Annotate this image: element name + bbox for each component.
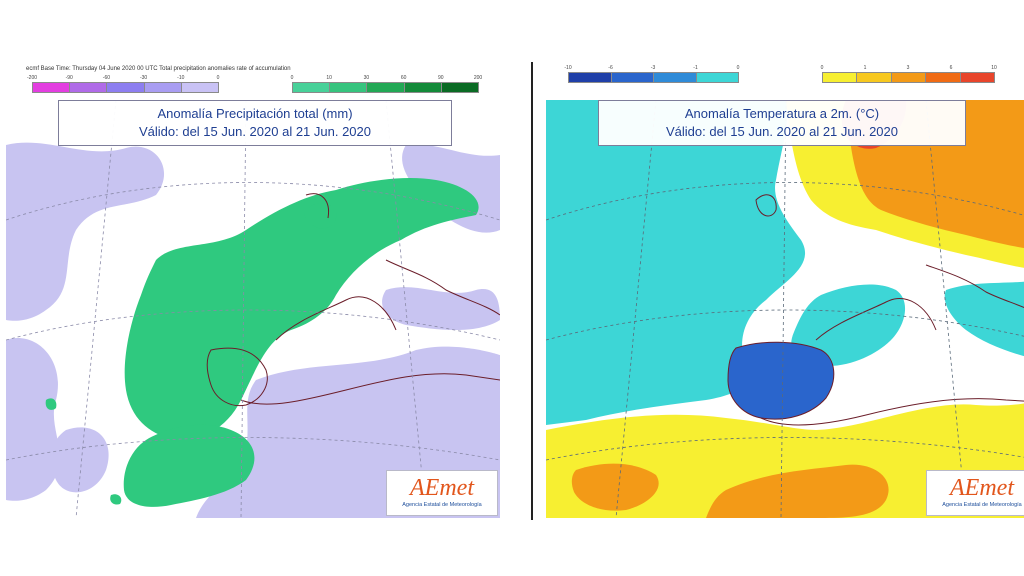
precip-positive-tick-label: 60 — [400, 75, 407, 81]
precip-negative-tick-label: 0 — [216, 75, 220, 81]
temp-warm-tick-label: 6 — [949, 65, 953, 71]
temp-warm-tick-label: 0 — [820, 65, 824, 71]
aemet-logo-right: AEmet Agencia Estatal de Meteorología — [926, 470, 1024, 516]
graticule — [6, 100, 500, 518]
precipitation-map: Anomalía Precipitación total (mm) Válido… — [6, 100, 500, 518]
precip-positive-swatch — [403, 82, 442, 93]
temp-cold-tick-label: -1 — [693, 65, 698, 71]
precip-positive-swatch — [292, 82, 331, 93]
precip-negative-swatch — [143, 82, 182, 93]
temp-cold-tick-label: -6 — [608, 65, 613, 71]
precipitation-title-box: Anomalía Precipitación total (mm) Válido… — [58, 100, 452, 146]
temperature-map-svg — [546, 100, 1024, 518]
panel-divider — [531, 62, 533, 520]
precipitation-anomaly-panel: ecmf Base Time: Thursday 04 June 2020 00… — [6, 60, 500, 520]
warm-anomaly-africa — [546, 403, 1024, 518]
precipitation-map-svg — [6, 100, 500, 518]
temp-warm-swatch — [822, 72, 858, 83]
temperature-validity: Válido: del 15 Jun. 2020 al 21 Jun. 2020 — [665, 124, 898, 139]
precip-positive-tick-label: 90 — [438, 75, 444, 81]
temp-warm-swatch — [890, 72, 927, 83]
wet-anomaly-small-1 — [45, 398, 57, 410]
colorbar-header: ecmf Base Time: Thursday 04 June 2020 00… — [26, 66, 291, 72]
precip-negative-tick-label: -30 — [139, 75, 148, 81]
dry-anomaly-atlantic — [6, 142, 165, 321]
temperature-colorbar: -10 -6 -3 -1 0 0 1 3 6 10 — [546, 60, 1024, 100]
dry-anomaly-west — [6, 338, 60, 501]
precip-positive-tick-label: 200 — [473, 75, 483, 81]
precip-positive-tick-label: 30 — [363, 75, 370, 81]
temp-cold-tick-label: -3 — [650, 65, 656, 71]
temp-warm-swatch — [856, 72, 892, 83]
precip-positive-tick-label: 10 — [326, 75, 332, 81]
precipitation-title: Anomalía Precipitación total (mm) — [157, 106, 353, 121]
precip-negative-tick-label: -90 — [65, 75, 73, 81]
precip-negative-swatch — [32, 82, 71, 93]
temp-cold-swatch — [610, 72, 654, 83]
precip-positive-swatch — [440, 82, 479, 93]
aemet-logo-subtitle: Agencia Estatal de Meteorología — [942, 502, 1022, 508]
precip-negative-tick-label: -60 — [102, 75, 111, 81]
aemet-logo-text: AEmet — [410, 475, 474, 501]
precip-positive-tick-label: 0 — [290, 75, 294, 81]
hot-anomaly-sahara — [706, 464, 889, 518]
cold-anomaly-mediterranean — [791, 284, 906, 366]
aemet-logo-text: AEmet — [950, 475, 1014, 501]
temp-cold-tick-label: -10 — [564, 65, 572, 71]
temp-warm-swatch — [959, 72, 995, 83]
temp-warm-tick-label: 10 — [991, 65, 997, 71]
temperature-title-box: Anomalía Temperatura a 2m. (°C) Válido: … — [598, 100, 966, 146]
precipitation-colorbar: ecmf Base Time: Thursday 04 June 2020 00… — [6, 60, 500, 100]
temp-cold-swatch — [568, 72, 612, 83]
temp-cold-tick-label: 0 — [736, 65, 740, 71]
dry-anomaly-south — [50, 427, 109, 493]
temp-warm-tick-label: 1 — [863, 65, 867, 71]
wet-anomaly-small-2 — [110, 494, 122, 505]
temp-cold-swatch — [653, 72, 697, 83]
precip-negative-tick-label: -200 — [26, 75, 38, 81]
precip-negative-swatch — [106, 82, 145, 93]
precipitation-validity: Válido: del 15 Jun. 2020 al 21 Jun. 2020 — [138, 124, 371, 139]
temperature-map: Anomalía Temperatura a 2m. (°C) Válido: … — [546, 100, 1024, 518]
hot-anomaly-west-africa — [571, 463, 659, 511]
temp-warm-swatch — [925, 72, 961, 83]
precip-positive-swatch — [329, 82, 368, 93]
precip-positive-swatch — [366, 82, 405, 93]
wet-anomaly-canaries — [123, 424, 255, 507]
aemet-logo-left: AEmet Agencia Estatal de Meteorología — [386, 470, 498, 516]
precip-negative-tick-label: -10 — [177, 75, 185, 81]
temperature-graticule — [546, 100, 1024, 518]
strong-cold-iberia — [728, 342, 834, 420]
wet-anomaly-europe — [124, 178, 479, 440]
aemet-logo-subtitle: Agencia Estatal de Meteorología — [402, 502, 482, 508]
temp-warm-tick-label: 3 — [906, 65, 910, 71]
temperature-anomaly-panel: -10 -6 -3 -1 0 0 1 3 6 10 — [546, 60, 1024, 520]
coastlines — [206, 193, 500, 407]
temperature-title: Anomalía Temperatura a 2m. (°C) — [684, 106, 880, 121]
temperature-coastlines — [727, 194, 1024, 426]
cold-anomaly-atlantic — [546, 100, 806, 425]
precip-negative-swatch — [69, 82, 108, 93]
dry-anomaly-mediterranean — [382, 287, 500, 330]
temp-cold-swatch — [695, 72, 739, 83]
precip-negative-swatch — [180, 82, 219, 93]
